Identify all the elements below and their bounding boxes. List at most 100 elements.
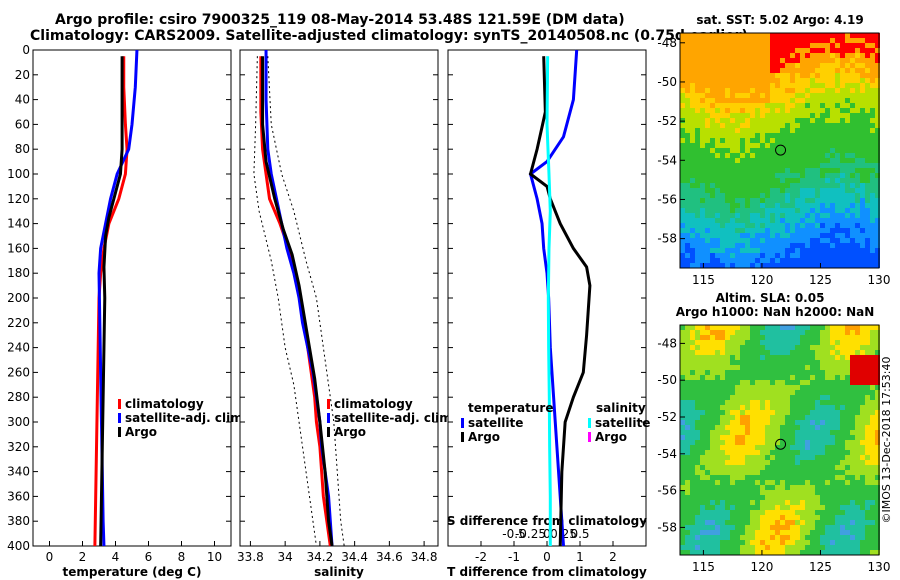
x-tick-label: 130: [868, 273, 891, 287]
sst_map-frame: [679, 32, 880, 269]
y-tick-label: 300: [7, 415, 30, 429]
sla_map-frame: [679, 324, 880, 556]
x-tick-label: 1: [576, 550, 584, 564]
legend-label: climatology: [125, 397, 204, 411]
x-tick-label: 130: [868, 560, 891, 574]
x-tick-label: 8: [178, 550, 186, 564]
x-tick-label: 34.4: [341, 550, 368, 564]
sst-map-title: sat. SST: 5.02 Argo: 4.19: [696, 13, 863, 27]
x-tick-label: 2: [79, 550, 87, 564]
legend-swatch: [588, 418, 591, 428]
y-tick-label: -50: [657, 373, 677, 387]
argo-location-marker: [775, 144, 787, 156]
series-salinity-satellite: [545, 56, 552, 546]
legend-label: satellite: [468, 416, 523, 430]
x-tick-label: 115: [692, 273, 715, 287]
sla-map-subtitle: Argo h1000: NaN h2000: NaN: [676, 305, 875, 319]
legend-label: Argo: [125, 425, 157, 439]
sst_map-panel: 115 120 125 130 -48 -50 -52 -54 -56 -58: [657, 32, 891, 287]
x-tick-label: 125: [809, 273, 832, 287]
series-temperature-argo: [528, 56, 592, 547]
y-tick-label: -52: [657, 114, 677, 128]
salinity-panel: 33.8 34 34.2 34.4 34.6 34.8 salinity climatolog…: [237, 49, 456, 579]
legend-swatch: [118, 413, 121, 423]
x-tick-label: -1: [508, 550, 520, 564]
salinity-frame: [239, 49, 439, 547]
y-tick-label: 20: [15, 68, 30, 82]
y-tick-label: 320: [7, 440, 30, 454]
y-tick-label: 260: [7, 365, 30, 379]
legend-title-temperature: temperature: [468, 401, 553, 415]
y-tick-label: -48: [657, 336, 677, 350]
y-tick-label: -48: [657, 36, 677, 50]
x-tick-label: 0: [46, 550, 54, 564]
y-tick-label: -56: [657, 484, 677, 498]
y-tick-label: 220: [7, 316, 30, 330]
y-tick-label: 80: [15, 142, 30, 156]
x2-tick-label: 0: [543, 527, 551, 541]
legend-label: Argo: [468, 430, 500, 444]
difference-panel: -2 -1 0 1 2-0.5-0.250 0.250.5S difference fro…: [447, 49, 650, 579]
y-tick-label: 400: [7, 539, 30, 553]
y-tick-label: 40: [15, 93, 30, 107]
variability-envelope-1: [267, 56, 345, 547]
sla_map-panel: 115 120 125 130 -48 -50 -52 -54 -56 -58: [657, 324, 891, 574]
y-tick-label: 120: [7, 192, 30, 206]
x-tick-label: 34: [278, 550, 293, 564]
y-tick-label: 280: [7, 390, 30, 404]
series-argo: [99, 56, 124, 547]
y-tick-label: 340: [7, 465, 30, 479]
x-tick-label: 33.8: [237, 550, 264, 564]
y-tick-label: -50: [657, 75, 677, 89]
legend-swatch: [327, 427, 330, 437]
y-tick-label: 100: [7, 167, 30, 181]
legend-label: Argo: [334, 425, 366, 439]
x2-tick-label: -0.5: [502, 527, 525, 541]
y-tick-label: 180: [7, 266, 30, 280]
x-tick-label: 125: [809, 560, 832, 574]
legend-title-salinity: salinity: [596, 401, 646, 415]
y-tick-label: -54: [657, 447, 677, 461]
y-tick-label: -56: [657, 192, 677, 206]
y-tick-label: 160: [7, 241, 30, 255]
series-argo: [261, 56, 334, 547]
x-tick-label: 120: [750, 273, 773, 287]
legend-swatch: [588, 432, 591, 442]
y-tick-label: 0: [22, 43, 30, 57]
y-tick-label: -54: [657, 153, 677, 167]
credit-text: ©IMOS 13-Dec-2018 17:53:40: [880, 357, 893, 524]
x-tick-label: 34.8: [411, 550, 438, 564]
x-tick-label: 34.6: [376, 550, 403, 564]
legend-swatch: [118, 427, 121, 437]
x-tick-label: 115: [692, 560, 715, 574]
legend-swatch: [327, 413, 330, 423]
x-tick-label: 0: [543, 550, 551, 564]
legend-swatch: [461, 432, 464, 442]
y-tick-label: 380: [7, 514, 30, 528]
x-tick-label: -2: [475, 550, 487, 564]
sla-map-title: Altim. SLA: 0.05: [716, 291, 825, 305]
y-tick-label: 200: [7, 291, 30, 305]
chart-title-line2: Climatology: CARS2009. Satellite-adjuste…: [30, 28, 748, 44]
y-tick-label: 140: [7, 217, 30, 231]
x-axis-label: salinity: [314, 565, 364, 579]
x-tick-label: 120: [750, 560, 773, 574]
x-tick-label: 4: [112, 550, 120, 564]
y-tick-label: 360: [7, 489, 30, 503]
temperature-panel: 0204060801001201401601802002202402602803…: [7, 43, 247, 579]
y-tick-label: 60: [15, 117, 30, 131]
legend-swatch: [327, 399, 330, 409]
series-temperature-satellite: [528, 49, 579, 547]
legend-label: satellite-adj. clim.: [125, 411, 247, 425]
legend-label: Argo: [595, 430, 627, 444]
legend-label: satellite-adj. clim.: [334, 411, 456, 425]
x-axis-label: T difference from climatology: [447, 565, 647, 579]
y-tick-label: 240: [7, 341, 30, 355]
x2-axis-label: S difference from climatology: [447, 514, 647, 528]
x2-tick-label: 0.5: [570, 527, 589, 541]
x-tick-label: 34.2: [307, 550, 334, 564]
legend-label: climatology: [334, 397, 413, 411]
argo-location-marker: [775, 438, 787, 450]
x-tick-label: 2: [609, 550, 617, 564]
